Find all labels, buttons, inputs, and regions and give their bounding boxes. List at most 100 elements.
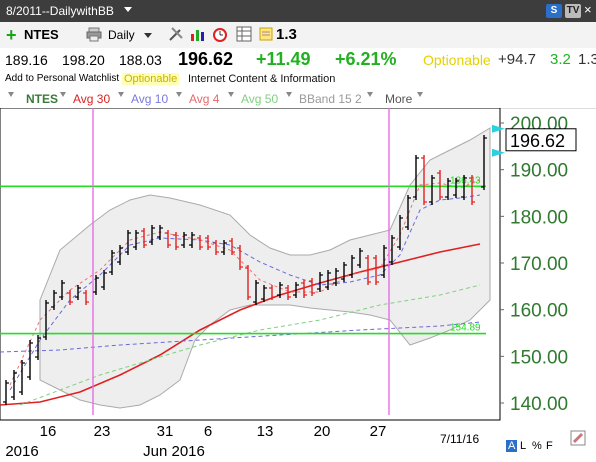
price-change: +11.49	[256, 49, 311, 69]
tv-badge-button[interactable]: TV	[565, 4, 581, 18]
ohlc-bar-9	[75, 285, 81, 300]
ohlc-bar-59	[481, 135, 487, 190]
month-label: 2016	[5, 443, 38, 460]
ohlc-bar-37	[301, 280, 307, 298]
legend-ntes-dropdown-icon[interactable]	[60, 92, 66, 97]
period-select[interactable]: Daily	[108, 28, 135, 42]
optionable-badge: Optionable	[122, 73, 180, 85]
ohlc-bar-47	[381, 245, 387, 278]
ohlc-bar-29	[237, 245, 243, 270]
pencil-icon[interactable]	[570, 430, 586, 446]
date-tick-label: 23	[94, 423, 111, 440]
close-icon[interactable]: ×	[584, 2, 592, 17]
legend-avg10[interactable]: Avg 10	[131, 92, 169, 106]
ohlc-bar-57	[461, 175, 467, 200]
ohlc-bar-50	[405, 195, 411, 230]
date-tick-label: 13	[257, 423, 274, 440]
ohlc-bar-25	[205, 235, 211, 250]
legend-avg30[interactable]: Avg 30	[73, 92, 111, 106]
title-dropdown-icon[interactable]	[124, 7, 132, 12]
price-axis: 200.00190.00180.00170.00160.00150.00140.…	[492, 114, 577, 415]
extra-trailing: 1.3	[578, 51, 596, 68]
ohlc-bar-5	[43, 300, 49, 340]
legend-more[interactable]: More	[385, 92, 413, 106]
price-tick-label: 150.00	[510, 347, 568, 368]
trendlines: 186.43 154.89	[0, 175, 486, 335]
legend-avg10-dropdown-icon[interactable]	[176, 92, 182, 97]
legend-bband[interactable]: BBand 15 2	[299, 92, 362, 106]
legend-ntes[interactable]: NTES	[26, 92, 59, 106]
month-label: Jun 2016	[143, 443, 205, 460]
footer-pct[interactable]: %	[532, 440, 542, 452]
high-price: 198.20	[62, 52, 105, 68]
legend-avg30-dropdown-icon[interactable]	[118, 92, 124, 97]
legend-bband-dropdown-icon[interactable]	[367, 92, 373, 97]
last-price: 196.62	[178, 49, 234, 69]
ohlc-bar-33	[269, 285, 275, 300]
price-change-pct: +6.21%	[335, 49, 397, 69]
ohlc-bar-32	[261, 285, 267, 302]
note-icon[interactable]	[258, 26, 274, 42]
symbol-label[interactable]: NTES	[24, 27, 59, 42]
industry-label: Internet Content & Information	[188, 73, 336, 85]
table-icon[interactable]	[236, 26, 252, 42]
legend-avg4[interactable]: Avg 4	[189, 92, 220, 106]
window-title-bar: 8/2011--DailywithBB S TV ×	[0, 0, 596, 22]
ohlc-bar-55	[445, 178, 451, 200]
ohlc-bar-40	[325, 270, 331, 290]
legend-avg4-dropdown-icon[interactable]	[228, 92, 234, 97]
ma50-line	[19, 284, 481, 406]
watchlist-link[interactable]: Add to Personal Watchlist	[5, 73, 120, 84]
ohlc-bar-4	[35, 335, 41, 360]
ohlc-bar-15	[125, 230, 131, 255]
low-price: 188.03	[119, 52, 162, 68]
current-price-label: 196.62	[510, 131, 565, 151]
alarm-clock-icon[interactable]	[212, 26, 228, 42]
footer-a[interactable]: A	[506, 440, 518, 452]
date-axis: 16 23 31 6 13 20 27 2016 Jun 2016	[5, 423, 386, 460]
ohlc-bar-11	[93, 275, 99, 295]
price-tick-label: 140.00	[510, 394, 568, 415]
ohlc-bar-8	[67, 290, 73, 305]
ohlc-bar-54	[437, 170, 443, 200]
toolbar-value: 1.3	[276, 26, 297, 43]
ohlc-bar-31	[253, 280, 259, 305]
s-badge-button[interactable]: S	[546, 4, 562, 18]
tools-icon[interactable]	[168, 26, 184, 42]
extra-value: +94.7	[498, 51, 536, 68]
legend-avg50-dropdown-icon[interactable]	[286, 92, 292, 97]
extra-small: 3.2	[550, 51, 571, 68]
open-price: 189.16	[5, 52, 48, 68]
ma30-line	[0, 243, 481, 406]
price-marker-icon	[492, 124, 505, 133]
legend-more-dropdown-icon[interactable]	[417, 92, 423, 97]
current-price-box	[505, 128, 577, 152]
ma10-line	[9, 194, 481, 391]
ohlc-bar-36	[293, 282, 299, 298]
ohlc-bar-24	[197, 235, 203, 250]
window-title: 8/2011--DailywithBB	[6, 4, 114, 18]
add-icon[interactable]: +	[6, 25, 17, 45]
ohlc-bar-27	[221, 240, 227, 255]
ohlc-bar-56	[453, 178, 459, 198]
footer-l[interactable]: L	[520, 440, 527, 452]
footer-f[interactable]: F	[546, 440, 553, 452]
ohlc-bar-16	[133, 230, 139, 250]
ohlc-bar-42	[341, 262, 347, 282]
ohlc-bar-48	[389, 235, 395, 265]
period-dropdown-icon[interactable]	[144, 33, 152, 38]
printer-icon[interactable]	[86, 26, 102, 42]
legend-marker-icon	[8, 92, 14, 97]
ohlc-bar-49	[397, 215, 403, 250]
date-tick-label: 20	[314, 423, 331, 440]
info-bar: Add to Personal Watchlist Optionable Int…	[0, 72, 596, 88]
ohlc-bar-44	[357, 248, 363, 268]
legend-avg50[interactable]: Avg 50	[241, 92, 279, 106]
ohlc-bar-21	[173, 232, 179, 250]
date-tick-label: 31	[157, 423, 174, 440]
ohlc-bar-22	[181, 232, 187, 248]
bar-chart-icon[interactable]	[190, 26, 206, 42]
date-tick-label: 6	[204, 423, 212, 440]
ohlc-bar-1	[11, 370, 17, 400]
